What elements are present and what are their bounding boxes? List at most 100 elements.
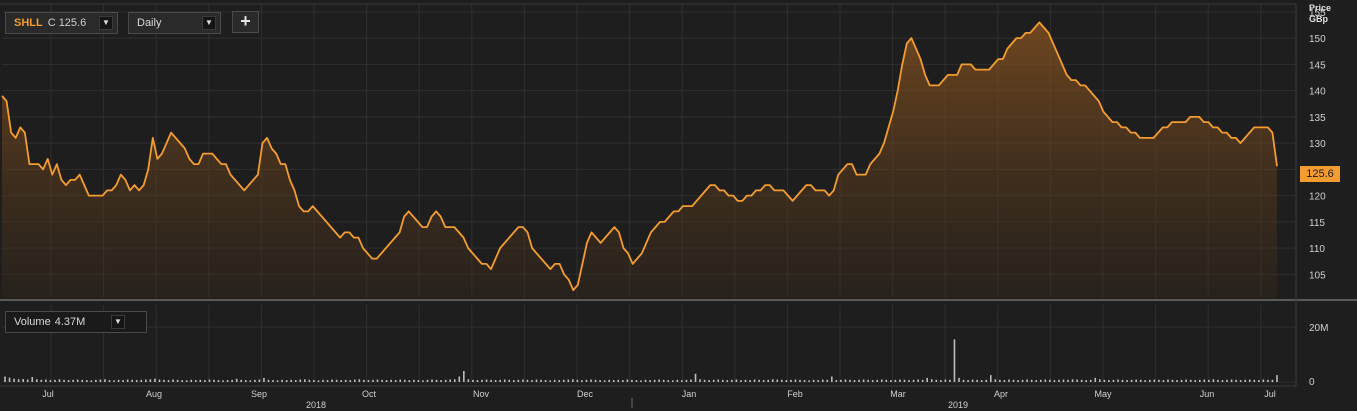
volume-bar (1267, 379, 1269, 382)
volume-bar (812, 379, 815, 382)
volume-bar (122, 380, 124, 382)
volume-bar (735, 379, 738, 382)
volume-bar (912, 379, 915, 382)
volume-bar (899, 379, 901, 382)
last-price-tag: 125.6 (1300, 166, 1340, 182)
volume-bar (926, 377, 928, 383)
volume-bar (1198, 379, 1201, 382)
add-indicator-button[interactable]: + (232, 11, 259, 33)
volume-bar (26, 379, 29, 382)
volume-bar (1071, 379, 1074, 382)
volume-bar (1017, 380, 1019, 382)
volume-bar (917, 379, 919, 382)
volume-bar (444, 379, 447, 382)
price-axis-unit: GBp (1309, 14, 1328, 24)
volume-bar (721, 379, 724, 382)
volume-bar (603, 380, 606, 382)
volume-bar (1135, 379, 1137, 382)
volume-bar (99, 379, 102, 382)
volume-bar (431, 379, 433, 382)
close-prefix: C (47, 17, 56, 29)
volume-bar (994, 379, 997, 382)
volume-bar (226, 380, 229, 382)
volume-bar (767, 379, 769, 382)
volume-bar (653, 379, 656, 382)
volume-bar (1189, 379, 1192, 382)
volume-bar (1230, 379, 1233, 382)
volume-bar (1085, 380, 1087, 382)
volume-bar (794, 379, 797, 382)
volume-bar (403, 379, 406, 382)
volume-bar (476, 380, 479, 382)
symbol-selector[interactable]: SHLL C 125.6 ▼ (5, 12, 118, 34)
volume-bar (313, 380, 315, 382)
chevron-down-icon[interactable]: ▼ (202, 16, 216, 30)
volume-bar (790, 379, 792, 382)
volume-bar (1276, 375, 1278, 383)
volume-bar (862, 379, 865, 382)
volume-bar (422, 380, 424, 382)
interval-selector[interactable]: Daily ▼ (128, 12, 221, 34)
volume-bar (562, 379, 565, 382)
price-line (1, 21, 1278, 292)
volume-bar (490, 379, 492, 382)
volume-bar (372, 379, 374, 382)
volume-bar (753, 379, 756, 382)
volume-bar (63, 379, 65, 382)
volume-bar (590, 379, 592, 382)
volume-bar (758, 379, 760, 382)
month-tick-label: Jun (1200, 389, 1215, 399)
month-tick-label: Oct (362, 389, 377, 399)
volume-bar (980, 380, 983, 382)
volume-bar (1235, 379, 1237, 382)
volume-bar (285, 380, 288, 382)
volume-bar (281, 379, 283, 382)
volume-bar (581, 380, 583, 382)
volume-bar (104, 379, 106, 382)
volume-bar (195, 380, 197, 382)
volume-bar (385, 380, 388, 382)
volume-bar (876, 379, 879, 382)
volume-bar (208, 379, 211, 382)
volume-bar (358, 379, 361, 382)
volume-bar (1076, 379, 1078, 382)
volume-bar (190, 379, 193, 382)
volume-bar (1026, 379, 1028, 382)
price-line-group (1, 21, 1278, 292)
volume-bar (140, 379, 143, 382)
volume-selector[interactable]: Volume 4.37M ▼ (5, 311, 147, 333)
volume-bar (1062, 379, 1065, 382)
year-label: 2018 (306, 400, 326, 410)
volume-bar (494, 380, 497, 382)
volume-bar (567, 379, 570, 382)
volume-bar (1126, 380, 1128, 382)
volume-bar (1139, 379, 1142, 382)
volume-bar (172, 379, 174, 382)
volume-bar (95, 379, 97, 382)
volume-bar (576, 379, 579, 382)
volume-bar (903, 379, 906, 382)
volume-bar (204, 380, 206, 382)
volume-bar (354, 379, 356, 382)
volume-bar (1258, 380, 1260, 382)
chevron-down-icon[interactable]: ▼ (111, 315, 125, 329)
volume-bar (308, 379, 311, 382)
chevron-down-icon[interactable]: ▼ (99, 16, 113, 30)
month-tick-label: Feb (787, 389, 803, 399)
volume-bar (776, 379, 779, 382)
volume-bar (522, 379, 524, 382)
volume-bar (176, 379, 179, 382)
volume-bar (940, 380, 942, 382)
volume-bar (126, 379, 129, 382)
volume-bar (1248, 379, 1251, 382)
volume-bar (626, 379, 629, 382)
volume-bar (408, 380, 411, 382)
volume-bar (149, 379, 152, 382)
price-area-fill (2, 22, 1277, 298)
month-tick-label: Aug (146, 389, 162, 399)
volume-bar (1103, 379, 1106, 382)
volume-bar (1080, 379, 1083, 382)
volume-bar (217, 380, 220, 382)
volume-bar (781, 379, 783, 382)
